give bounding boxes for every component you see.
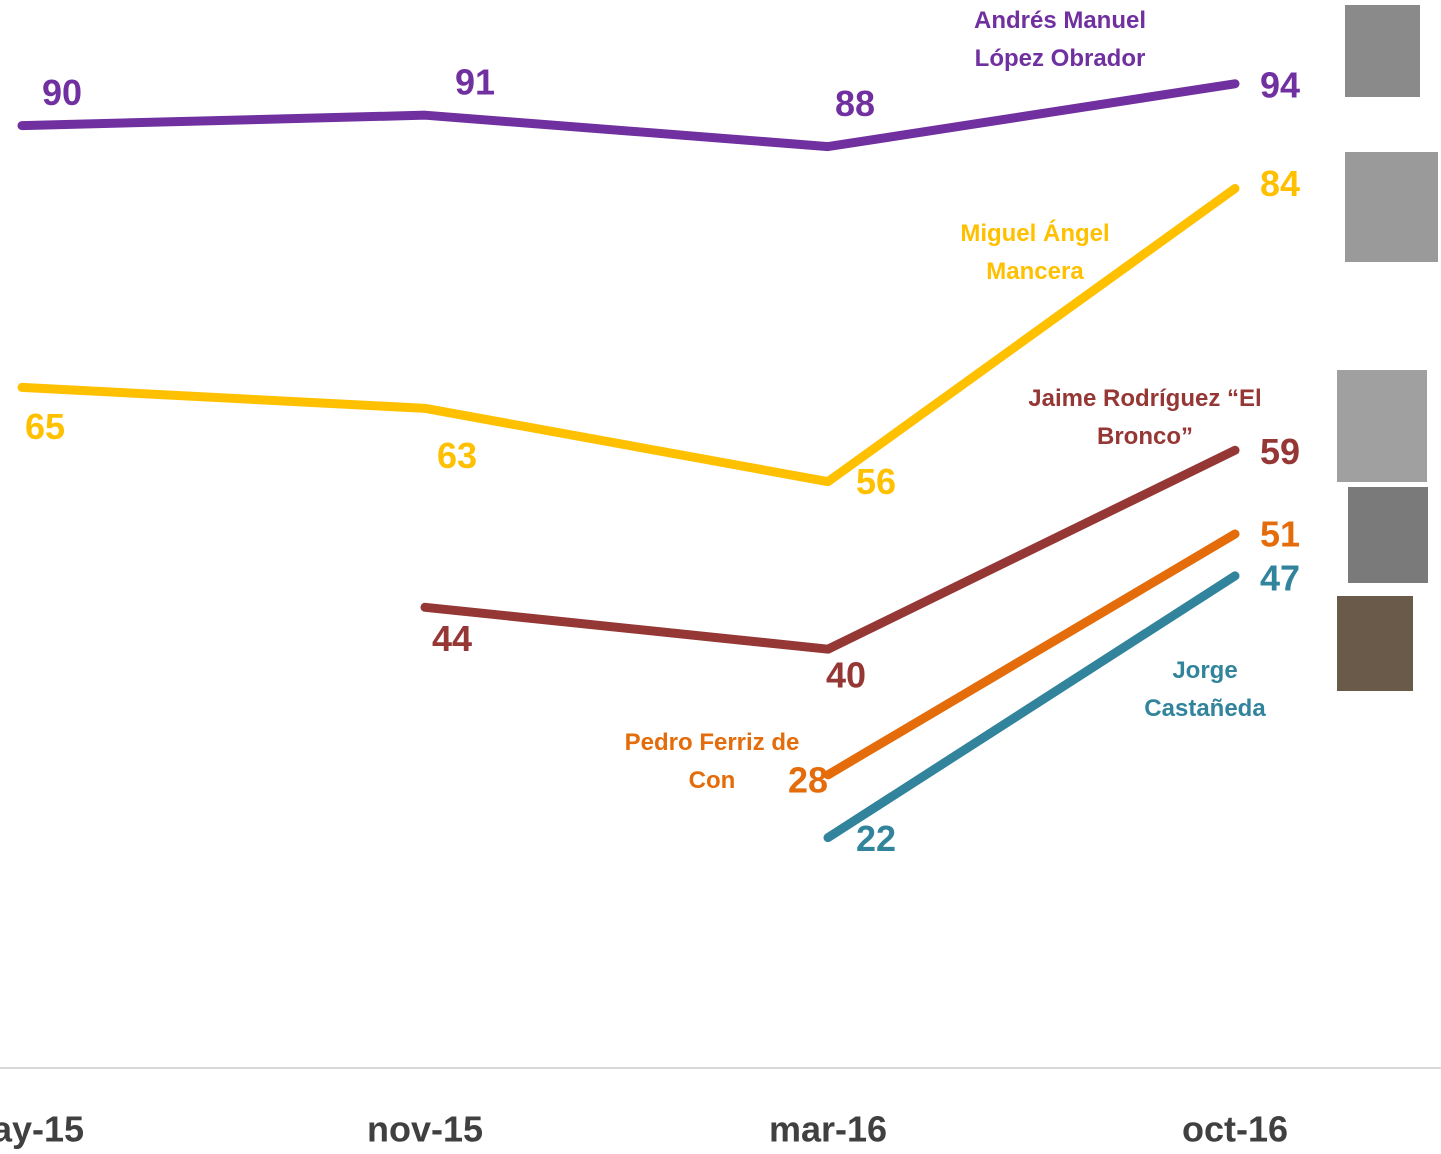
- data-label: 91: [455, 62, 495, 103]
- x-tick-label: may-15: [0, 1109, 84, 1150]
- series-name: Miguel Ángel Mancera: [960, 220, 1110, 285]
- series-line: [823, 571, 1240, 843]
- series-name: Jorge Castañeda: [1144, 657, 1266, 722]
- data-label: 84: [1260, 163, 1300, 204]
- x-tick-label: nov-15: [367, 1109, 483, 1150]
- data-label: 51: [1260, 514, 1300, 555]
- data-label: 59: [1260, 431, 1300, 472]
- data-label: 88: [835, 83, 875, 124]
- data-label: 40: [826, 655, 866, 696]
- series-name: Pedro Ferriz de Con: [624, 729, 800, 794]
- series-line: [17, 79, 1240, 152]
- x-tick-label: mar-16: [769, 1109, 887, 1150]
- data-label: 63: [437, 435, 477, 476]
- series-line: [17, 183, 1240, 487]
- data-label: 44: [432, 618, 472, 659]
- photo: [1337, 370, 1427, 482]
- x-tick-label: oct-16: [1182, 1109, 1288, 1150]
- data-label: 94: [1260, 64, 1300, 105]
- photo: [1345, 5, 1420, 97]
- data-label: 90: [42, 72, 82, 113]
- series-line: [420, 445, 1240, 654]
- data-label: 28: [788, 759, 828, 800]
- photo: [1337, 596, 1413, 691]
- photo: [1345, 152, 1438, 262]
- series-line: [823, 529, 1240, 780]
- series-name: Andrés Manuel López Obrador: [973, 7, 1147, 72]
- data-label: 56: [856, 461, 896, 502]
- data-label: 22: [856, 818, 896, 859]
- data-label: 47: [1260, 557, 1300, 598]
- photo: [1348, 487, 1428, 583]
- series-name: Jaime Rodríguez “El Bronco”: [1028, 385, 1262, 450]
- data-label: 65: [25, 406, 65, 447]
